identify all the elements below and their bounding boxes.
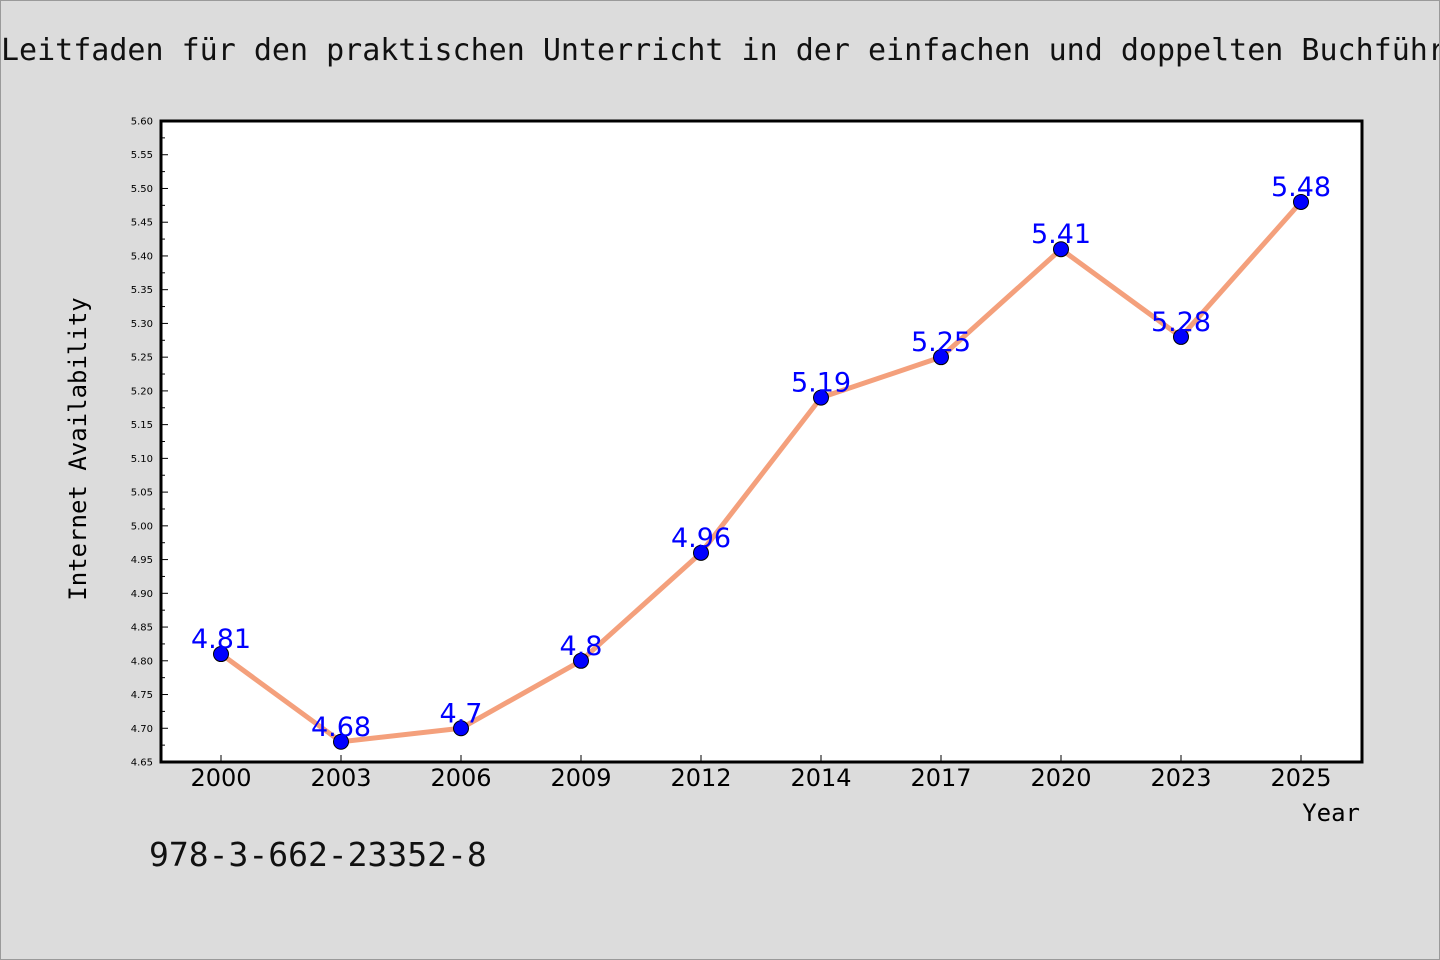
x-tick-label: 2000 (190, 764, 251, 792)
y-tick-label: 5.40 (131, 251, 153, 262)
data-label: 4.68 (311, 712, 371, 743)
x-tick-label: 2014 (790, 764, 851, 792)
data-label: 4.7 (440, 698, 483, 729)
y-tick-label: 4.95 (131, 555, 153, 566)
data-point (693, 544, 709, 561)
y-tick-label: 5.50 (131, 184, 153, 195)
x-tick-label: 2009 (550, 764, 611, 792)
isbn-text: 978-3-662-23352-8 (149, 835, 487, 874)
y-tick-label: 5.15 (131, 420, 153, 431)
y-tick-label: 5.10 (131, 454, 153, 465)
x-tick-label: 2012 (670, 764, 731, 792)
data-label: 5.19 (791, 368, 851, 399)
data-point (1053, 241, 1069, 258)
data-point (213, 646, 229, 663)
data-point (933, 349, 949, 366)
y-tick-label: 5.60 (131, 117, 153, 128)
x-tick-label: 2003 (310, 764, 371, 792)
y-tick-label: 5.25 (131, 353, 153, 364)
y-tick-label: 4.75 (131, 690, 153, 701)
x-axis-label: Year (1302, 799, 1360, 827)
data-label: 4.96 (671, 523, 731, 554)
y-axis-label: Internet Availability (64, 297, 92, 600)
data-label: 4.81 (191, 624, 251, 655)
data-point (813, 389, 829, 406)
y-tick-label: 5.45 (131, 218, 153, 229)
x-tick-label: 2023 (1150, 764, 1211, 792)
series-line (219, 200, 1303, 745)
data-labels: 4.81 4.68 4.7 4.8 4.96 5.19 5.25 5.41 5.28 5.48 (191, 172, 1331, 743)
x-tick-label: 2017 (910, 764, 971, 792)
data-label: 5.41 (1031, 219, 1091, 250)
data-point (1293, 193, 1309, 210)
x-tick-label: 2025 (1270, 764, 1331, 792)
y-tick-label: 5.20 (131, 386, 153, 397)
data-point (453, 720, 469, 737)
y-tick-label: 5.00 (131, 521, 153, 532)
chart-title: Leitfaden für den praktischen Unterricht… (1, 33, 1440, 68)
data-point (1173, 328, 1189, 345)
data-label: 5.48 (1271, 172, 1331, 203)
y-tick-label: 4.70 (131, 724, 153, 735)
y-tick-label: 5.35 (131, 285, 153, 296)
data-label: 5.25 (911, 327, 971, 358)
data-points (213, 193, 1309, 750)
plot-area (159, 119, 1364, 764)
y-tick-label: 4.80 (131, 656, 153, 667)
data-label: 4.8 (560, 631, 603, 662)
x-axis-ticks: 2000 2003 2006 2009 2012 2014 2017 2020 2023 2025 (190, 755, 1332, 792)
y-axis-ticks: 4.65 4.70 4.75 4.80 4.85 4.90 4.95 5.00 5.05 5.10… (131, 117, 168, 769)
data-label: 5.28 (1151, 307, 1211, 338)
y-tick-label: 5.05 (131, 488, 153, 499)
y-tick-label: 5.55 (131, 150, 153, 161)
y-tick-label: 4.90 (131, 589, 153, 600)
data-point (573, 652, 589, 669)
x-tick-label: 2020 (1030, 764, 1091, 792)
y-tick-label: 5.30 (131, 319, 153, 330)
x-tick-label: 2006 (430, 764, 491, 792)
data-point (333, 733, 349, 750)
y-tick-label: 4.85 (131, 623, 153, 634)
y-tick-label: 4.65 (131, 758, 153, 769)
